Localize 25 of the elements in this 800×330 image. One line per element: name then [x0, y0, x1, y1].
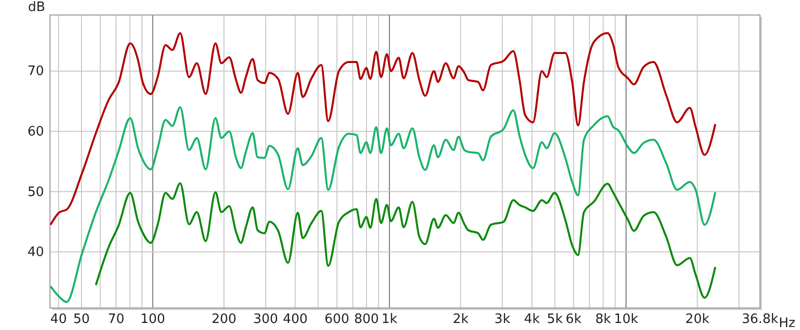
x-tick-label: 400 [282, 312, 308, 328]
y-tick-label: 60 [27, 124, 44, 140]
x-tick-label: 4k [524, 312, 540, 328]
x-tick-label: 800 [354, 312, 379, 328]
y-tick-label: 50 [27, 184, 44, 200]
x-tick-label: 5k [546, 312, 564, 328]
x-tick-label: 20k [685, 312, 710, 328]
x-tick-label: 10k [614, 312, 639, 328]
y-axis-title: dB [28, 0, 46, 15]
x-tick-label: 100 [140, 312, 166, 328]
x-tick-label: 2k [452, 312, 470, 328]
x-tick-label: 3k [494, 312, 511, 328]
x-tick-label: 200 [212, 312, 236, 328]
x-tick-label: 36.8k [742, 312, 779, 328]
y-tick-label: 40 [27, 245, 44, 260]
y-tick-label: 70 [27, 64, 44, 80]
x-tick-label: 1k [382, 312, 398, 328]
x-tick-label: 8k [595, 312, 612, 328]
x-tick-label: 40 [50, 312, 67, 328]
x-tick-label: 70 [108, 312, 124, 328]
x-tick-label: 6k [566, 312, 582, 328]
x-axis-title: Hz [778, 316, 796, 330]
x-tick-label: 50 [73, 312, 90, 328]
x-tick-label: 600 [324, 312, 350, 328]
x-tick-label: 300 [253, 312, 278, 328]
